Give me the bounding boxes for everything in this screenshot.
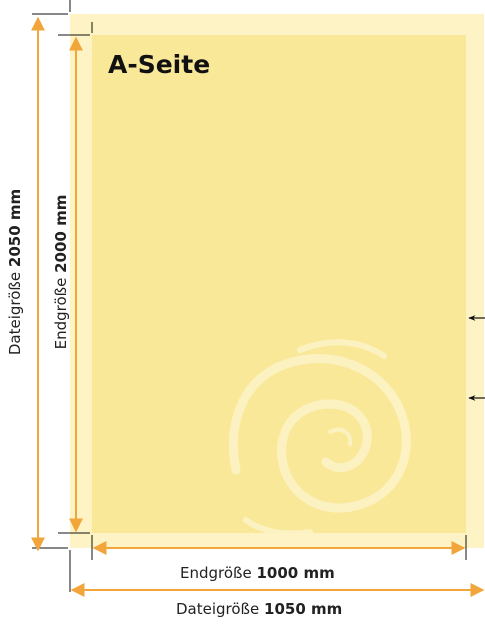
final-width-label-text: Endgröße bbox=[180, 564, 252, 582]
file-width-label-text: Dateigröße bbox=[176, 600, 260, 618]
file-width-label: Dateigröße 1050 mm bbox=[176, 600, 342, 618]
crop-marks bbox=[32, 0, 467, 592]
final-height-label-text: Endgröße bbox=[52, 277, 70, 350]
final-width-value: 1000 mm bbox=[256, 564, 335, 582]
final-height-label: Endgröße 2000 mm bbox=[52, 172, 70, 372]
final-height-value: 2000 mm bbox=[52, 194, 70, 273]
final-width-label: Endgröße 1000 mm bbox=[180, 564, 335, 582]
file-height-label: Dateigröße 2050 mm bbox=[6, 172, 24, 372]
spiral-swirl-watermark bbox=[229, 339, 411, 537]
file-width-value: 1050 mm bbox=[264, 600, 343, 618]
file-height-label-text: Dateigröße bbox=[6, 271, 24, 356]
page-title: A-Seite bbox=[108, 50, 211, 79]
file-height-value: 2050 mm bbox=[6, 188, 24, 268]
